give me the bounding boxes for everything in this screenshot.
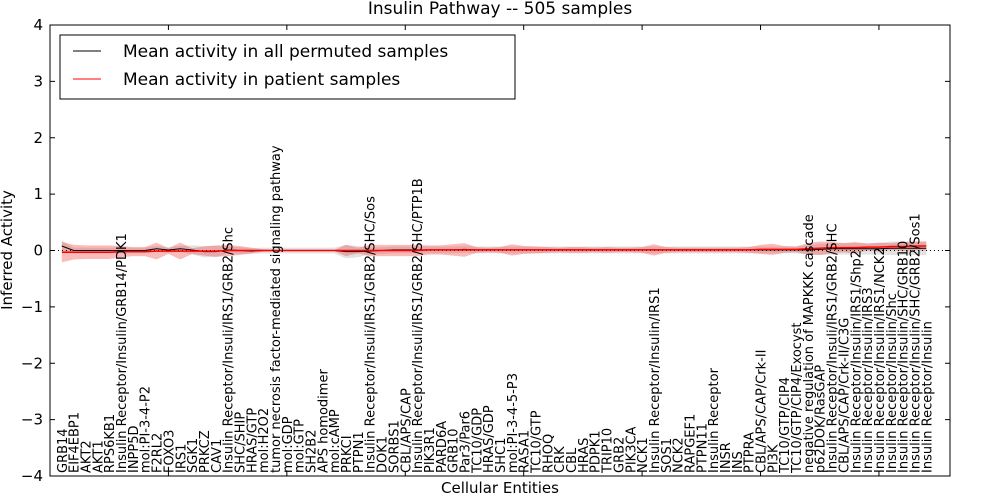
x-tick-label: CRK (553, 446, 568, 473)
x-tick-label: AKT1 (91, 440, 106, 473)
x-tick-label: PTPN11 (695, 423, 710, 473)
x-tick-label: Insulin Receptor/Insuli/IRS1/GRB2/SHC (826, 223, 841, 473)
x-tick-label: F2RL2 (151, 433, 166, 473)
x-axis-ticks (167, 25, 880, 476)
x-tick-label: Insulin Receptor/Insulin/SHC/GRB10 (897, 241, 912, 473)
x-tick-label: PRKCZ (198, 430, 213, 473)
x-tick-label: Insulin Receptor/Insuli/IRS1/GRB2/Shc (222, 227, 237, 473)
y-tick-label: 3 (33, 72, 43, 90)
x-tick-label: Insulin Receptor/Insulin/IRS1/Shp2 (849, 250, 864, 473)
x-tick-label: Insulin Receptor/Insuli/IRS1/GRB2/SHC/PT… (411, 178, 426, 473)
x-tick-label: Insulin Receptor (707, 367, 722, 473)
x-tick-label: FOXO3 (162, 430, 177, 473)
x-tick-label: HRAS (577, 438, 592, 473)
chart-title: Insulin Pathway -- 505 samples (368, 0, 633, 19)
series-line-patient (61, 245, 927, 253)
x-tick-label: HRAS/GTP (245, 408, 260, 473)
x-tick-label: PRKCI (340, 435, 355, 473)
x-tick-label: PDPK1 (589, 431, 604, 474)
x-tick-label: p62DOK/RasGAP (814, 365, 829, 473)
series-lines (61, 245, 927, 253)
x-tick-label: CAV1 (210, 439, 225, 473)
x-tick-label: Insulin Receptor/Insuli/IRS1/GRB2/SHC/So… (364, 196, 379, 473)
y-tick-label: −4 (21, 467, 43, 485)
x-tick-label: PTPRA (743, 432, 758, 473)
x-tick-label: GRB2 (612, 437, 627, 473)
x-tick-label: RPS6KB1 (103, 414, 118, 473)
x-tick-label: INS (731, 451, 746, 473)
x-tick-label: DOK1 (376, 436, 391, 473)
x-tick-label: Insulin Receptor/Insulin/Shc (885, 293, 900, 473)
x-tick-label: APS homodimer (316, 369, 331, 473)
x-tick-label: Insulin Receptor/Insulin/SHC/GRB2/Sos1 (908, 213, 923, 473)
x-tick-label: negative regulation of MAPKKK cascade (802, 214, 817, 473)
x-tick-label: SOS1 (660, 438, 675, 473)
x-tick-label: PI3K (766, 444, 781, 473)
x-tick-label: SH2B2 (305, 430, 320, 474)
x-tick-label: TC10/GTP/CIP4/Exocyst (790, 322, 805, 474)
x-tick-label: CBL (565, 447, 580, 473)
x-tick-label: TC10/GTP/CIP4 (778, 377, 793, 474)
x-tick-label: mol:H2O2 (257, 408, 272, 473)
y-axis-ticks: −4 −3 −2 −1 0 1 2 3 4 (21, 16, 950, 485)
x-tick-label: SHC1 (494, 438, 509, 473)
x-tick-label: RHOQ (541, 434, 556, 473)
x-tick-label: mol:cAMP (328, 409, 343, 473)
std-band-patient (61, 241, 927, 263)
x-tick-label: TC10/GDP (470, 408, 485, 474)
x-tick-label: NCK2 (672, 437, 687, 473)
x-tick-label: Insulin Receptor/Insulin (920, 321, 935, 473)
y-tick-label: −3 (21, 411, 43, 429)
x-tick-label: HRAS/GDP (482, 405, 497, 473)
x-tick-label: IRS1 (174, 444, 189, 473)
x-tick-label: PARD6A (435, 421, 450, 473)
x-tick-label: EIF4EBP1 (68, 412, 83, 473)
x-tick-label: SHC/SHIP (233, 412, 248, 473)
y-tick-label: 0 (33, 242, 43, 260)
x-tick-label: AKT2 (80, 440, 95, 473)
x-tick-label: GRB10 (447, 428, 462, 473)
x-tick-label: CBL/APS/CAP (399, 388, 414, 473)
y-tick-label: 4 (33, 16, 43, 34)
y-axis-label: Inferred Activity (0, 190, 16, 310)
x-tick-label: INSR (719, 442, 734, 473)
y-tick-label: −1 (21, 298, 43, 316)
x-tick-label: SORBS1 (387, 420, 402, 473)
y-tick-label: 1 (33, 185, 43, 203)
legend-label-patient: Mean activity in patient samples (123, 70, 400, 90)
x-tick-label: Par3/Par6 (458, 411, 473, 473)
x-tick-label: mol:GDP (281, 416, 296, 473)
x-tick-label: PIK3CA (624, 426, 639, 473)
x-tick-label: Insulin Receptor/Insulin/IRS3 (861, 287, 876, 473)
y-tick-label: −2 (21, 354, 43, 372)
x-tick-label: RAPGEF1 (683, 414, 698, 473)
x-tick-label: SGK1 (186, 438, 201, 473)
x-tick-label: Insulin Receptor/Insulin/IRS1 (648, 287, 663, 473)
x-tick-label: NCK1 (636, 437, 651, 473)
x-tick-label: mol:PI-3-4-5-P3 (506, 373, 521, 473)
x-axis-label: Cellular Entities (441, 479, 559, 497)
x-tick-label: tumor necrosis factor-mediated signaling… (269, 145, 284, 473)
x-tick-label: Insulin Receptor/Insulin/GRB14/PDK1 (115, 233, 130, 473)
legend: Mean activity in all permuted samples Me… (59, 34, 516, 100)
y-tick-label: 2 (33, 129, 43, 147)
x-tick-label: PIK3R1 (423, 427, 438, 473)
x-tick-label: TRIP10 (601, 428, 616, 474)
x-tick-label: CBL/APS/CAP/Crk-II/C3G (837, 318, 852, 473)
x-tick-label: Insulin Receptor/Insulin/IRS1/NCK2 (873, 247, 888, 473)
x-tick-label: mol:PI-3-4-P2 (139, 386, 154, 473)
legend-label-permuted: Mean activity in all permuted samples (123, 42, 448, 62)
x-tick-label: RASA1 (518, 430, 533, 473)
x-tick-label: GRB14 (56, 428, 71, 473)
x-tick-label: PTPN1 (352, 431, 367, 473)
x-tick-label: mol:GTP (293, 419, 308, 473)
x-tick-label: TC10/GTP (530, 410, 545, 474)
x-tick-label: CBL/APS/CAP/Crk-II (755, 350, 770, 473)
x-tick-label: INPP5D (127, 425, 142, 473)
